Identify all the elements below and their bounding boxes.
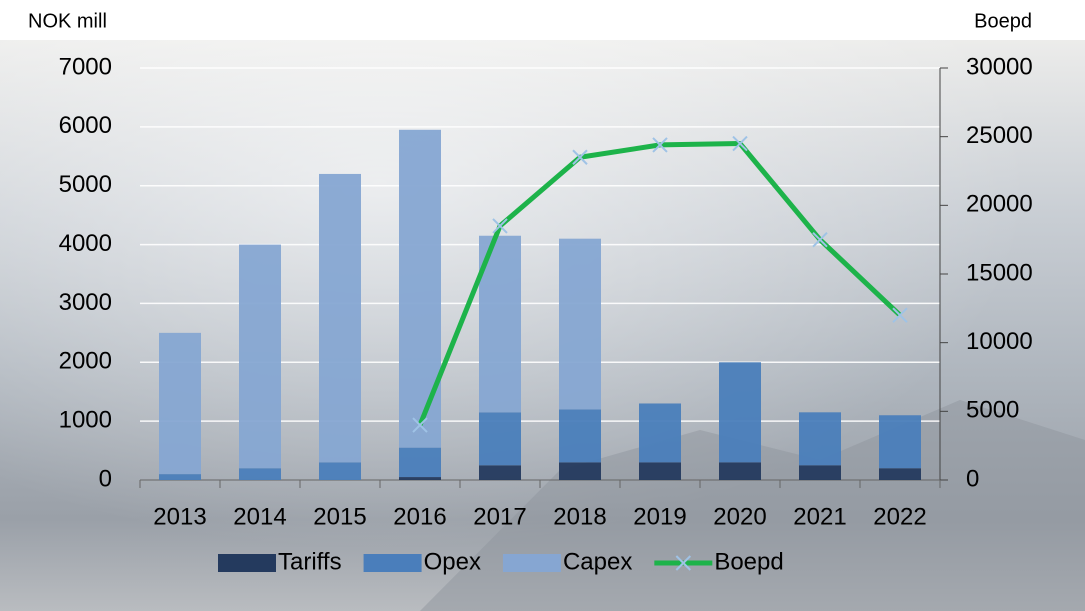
- x-tick-label: 2020: [713, 503, 766, 530]
- bar-segment: [639, 462, 681, 480]
- y2-axis-label: Boepd: [974, 10, 1032, 32]
- x-tick-label: 2016: [393, 503, 446, 530]
- x-tick-label: 2013: [153, 503, 206, 530]
- bar-segment: [719, 462, 761, 480]
- y2-tick-label: 25000: [966, 122, 1033, 149]
- y-tick-label: 0: [99, 465, 112, 492]
- line-marker: [652, 137, 668, 153]
- line-marker: [492, 218, 508, 234]
- line-marker: [892, 307, 908, 323]
- x-tick-label: 2021: [793, 503, 846, 530]
- line-marker: [732, 135, 748, 152]
- x-tick-label: 2019: [633, 503, 686, 530]
- x-tick-label: 2022: [873, 503, 926, 530]
- bar-segment: [879, 415, 921, 469]
- legend-label: Opex: [424, 548, 481, 575]
- legend-label: Boepd: [714, 548, 783, 575]
- bar-segment: [559, 409, 601, 463]
- header-band: [0, 0, 1085, 40]
- y-tick-label: 1000: [59, 406, 112, 433]
- x-tick-label: 2014: [233, 503, 286, 530]
- y-axis-label: NOK mill: [28, 10, 107, 32]
- bar-segment: [639, 403, 681, 463]
- bar-segment: [159, 474, 201, 480]
- y-tick-label: 6000: [59, 112, 112, 139]
- y2-tick-label: 30000: [966, 53, 1033, 80]
- y-tick-label: 4000: [59, 230, 112, 257]
- y2-tick-label: 5000: [966, 397, 1019, 424]
- bar-segment: [159, 332, 201, 475]
- bar-segment: [479, 465, 521, 480]
- legend-label: Tariffs: [278, 548, 342, 575]
- legend-marker: [675, 555, 692, 571]
- legend-swatch: [363, 554, 422, 572]
- bar-segment: [319, 173, 361, 463]
- bar-segment: [319, 462, 361, 480]
- x-tick-label: 2018: [553, 503, 606, 530]
- legend-label: Capex: [563, 548, 632, 575]
- bar-segment: [559, 238, 601, 410]
- bar-segment: [399, 477, 441, 480]
- y-tick-label: 5000: [59, 171, 112, 198]
- x-tick-label: 2017: [473, 503, 526, 530]
- x-tick-label: 2015: [313, 503, 366, 530]
- bar-segment: [559, 462, 601, 480]
- bar-segment: [799, 465, 841, 480]
- line-marker: [412, 417, 428, 433]
- line-marker: [812, 231, 828, 248]
- y2-tick-label: 20000: [966, 191, 1033, 218]
- y2-tick-label: 10000: [966, 328, 1033, 355]
- y-tick-label: 3000: [59, 289, 112, 316]
- bar-segment: [399, 447, 441, 478]
- y-tick-label: 2000: [59, 348, 112, 375]
- bar-segment: [879, 468, 921, 480]
- bar-segment: [479, 412, 521, 466]
- bar-segment: [239, 468, 281, 480]
- y2-tick-label: 0: [966, 465, 979, 492]
- legend-swatch: [218, 554, 276, 572]
- bar-segment: [719, 362, 761, 463]
- y2-tick-label: 15000: [966, 259, 1033, 286]
- bar-segment: [239, 244, 281, 469]
- legend-swatch: [502, 554, 561, 572]
- bar-segment: [399, 129, 441, 448]
- bar-segment: [799, 412, 841, 466]
- line-marker: [572, 149, 588, 165]
- y-tick-label: 7000: [59, 53, 112, 80]
